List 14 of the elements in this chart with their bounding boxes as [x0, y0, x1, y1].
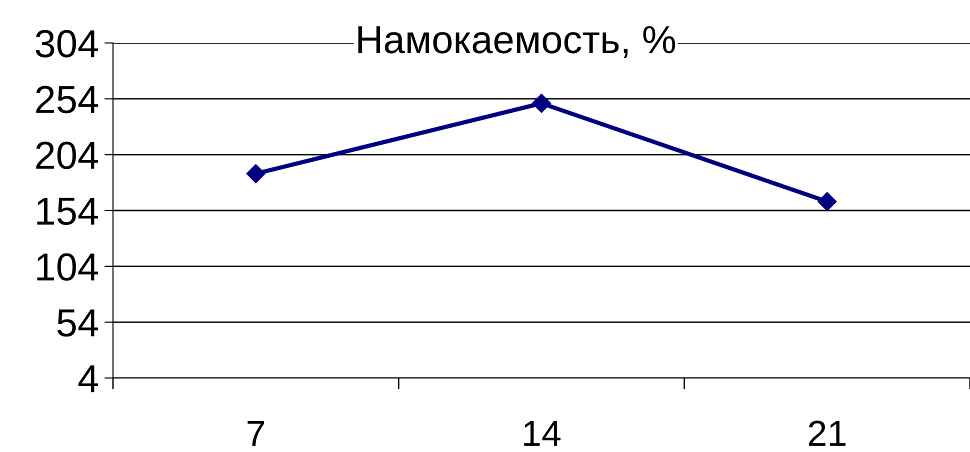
- point: [246, 164, 266, 184]
- x-tick-label: 14: [524, 420, 561, 446]
- y-tick-label: 154: [37, 198, 98, 225]
- x-tick-label: 21: [808, 420, 846, 446]
- y-tick-label: 54: [57, 310, 98, 337]
- y-tick-label: 304: [36, 30, 98, 58]
- point: [532, 94, 552, 113]
- y-tick-label: 4: [78, 365, 98, 392]
- y-tick-label: 254: [36, 86, 98, 114]
- y-tick-label: 104: [37, 253, 98, 281]
- y-tick-label: 204: [36, 142, 98, 170]
- point: [818, 192, 837, 212]
- x-tick-label: 7: [248, 420, 264, 446]
- chart-title: Намокаемость, %: [358, 26, 676, 58]
